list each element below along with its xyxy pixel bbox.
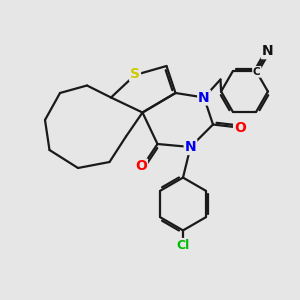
Text: N: N [262, 44, 274, 58]
Text: O: O [135, 160, 147, 173]
Text: C: C [253, 67, 261, 77]
Text: N: N [185, 140, 196, 154]
Text: N: N [198, 91, 210, 104]
Text: O: O [234, 121, 246, 134]
Text: Cl: Cl [176, 239, 190, 252]
Text: S: S [130, 67, 140, 80]
